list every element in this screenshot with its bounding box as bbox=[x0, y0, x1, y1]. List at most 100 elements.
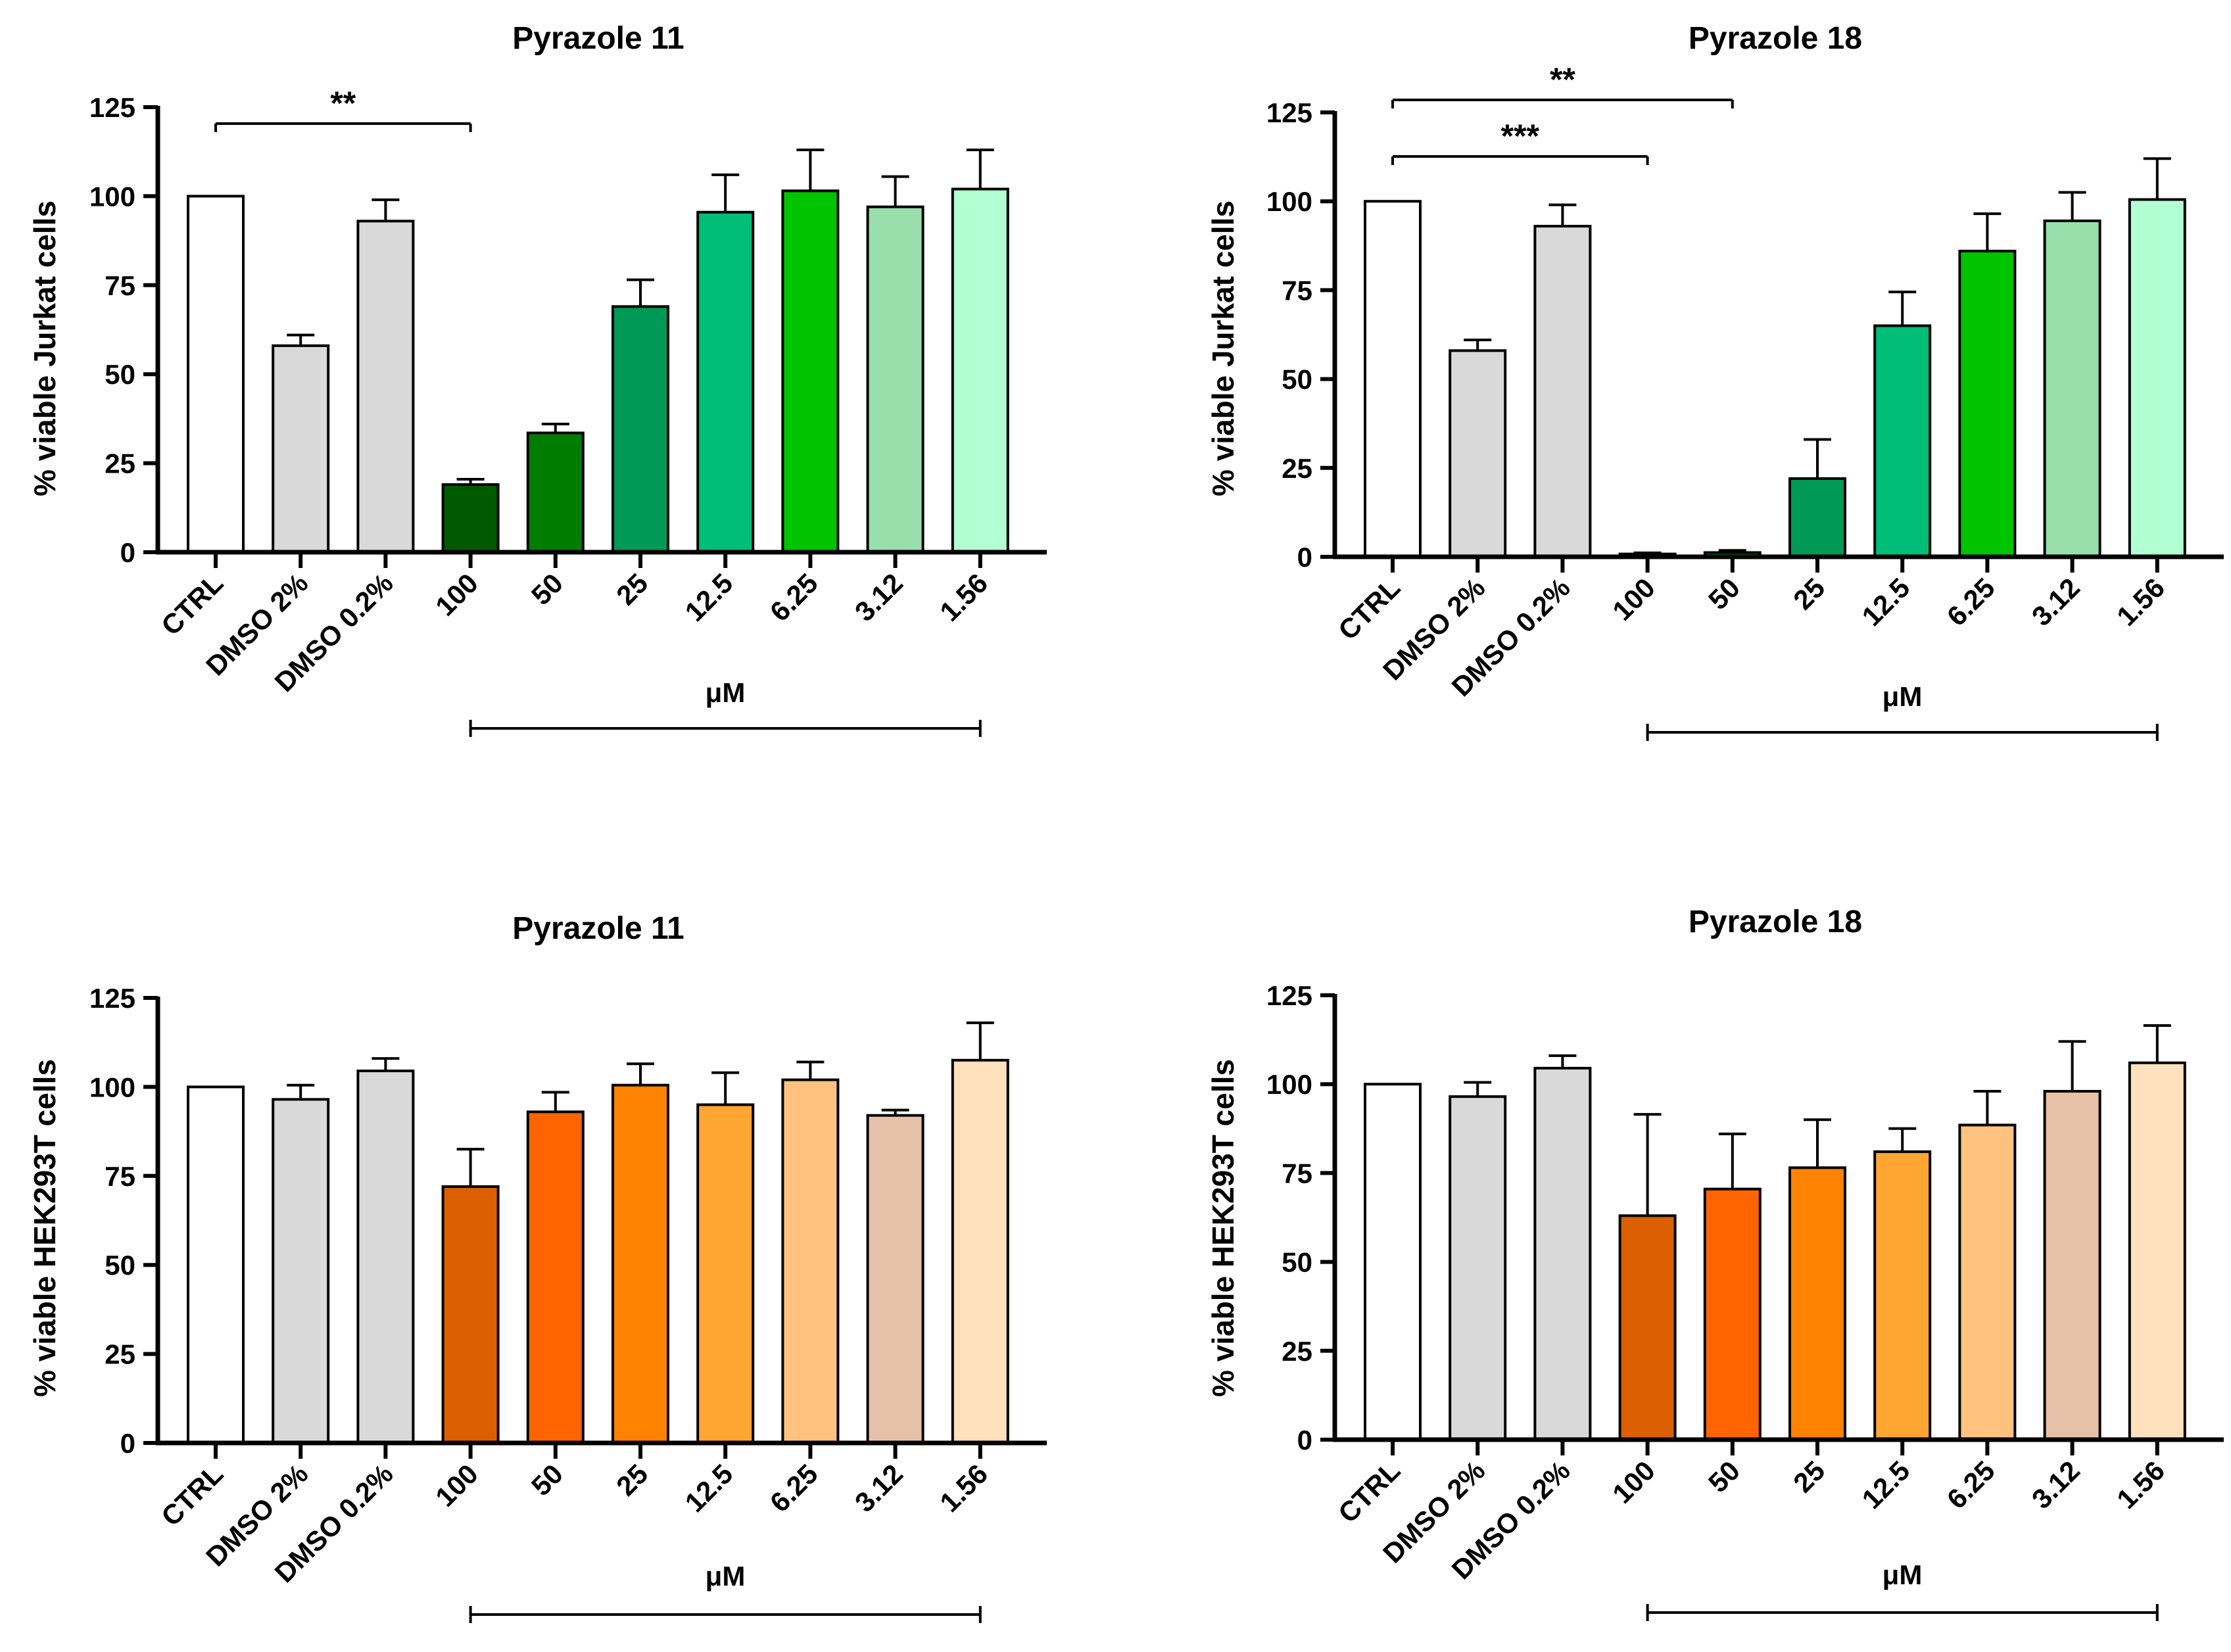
x-tick-label: CTRL bbox=[155, 567, 229, 641]
y-tick-label: 0 bbox=[1297, 542, 1312, 573]
y-tick-label: 100 bbox=[1266, 186, 1312, 217]
x-tick-label: 100 bbox=[429, 1458, 484, 1513]
bar-3-12 bbox=[866, 205, 924, 554]
y-tick-label: 75 bbox=[105, 1161, 135, 1192]
bar-dmso-2- bbox=[272, 1098, 330, 1444]
bar-ctrl bbox=[1364, 200, 1422, 558]
x-tick-label: 12.5 bbox=[1856, 572, 1916, 632]
y-tick-label: 100 bbox=[1266, 1069, 1312, 1100]
chart-title: Pyrazole 18 bbox=[1689, 21, 1862, 56]
y-tick-label: 50 bbox=[105, 1250, 135, 1281]
y-tick-label: 25 bbox=[105, 1339, 135, 1370]
x-unit-label: μM bbox=[1883, 1559, 1923, 1590]
significance-label: ** bbox=[1550, 61, 1575, 98]
bar-100 bbox=[441, 483, 500, 554]
bar-dmso-0-2- bbox=[1533, 225, 1592, 558]
bar-ctrl bbox=[187, 1085, 245, 1444]
bar-50 bbox=[1703, 1187, 1762, 1441]
y-tick-label: 0 bbox=[1297, 1425, 1312, 1455]
y-tick-label: 25 bbox=[1282, 453, 1312, 484]
x-tick-label: 6.25 bbox=[1941, 572, 2001, 632]
bar-25 bbox=[612, 305, 669, 554]
x-tick-label: CTRL bbox=[1332, 572, 1406, 646]
x-tick-label: 25 bbox=[1787, 572, 1831, 615]
x-tick-label: 1.56 bbox=[2111, 1455, 2171, 1515]
x-tick-label: 1.56 bbox=[934, 1458, 994, 1518]
bar-6-25 bbox=[1958, 1123, 2017, 1441]
bar-6-25 bbox=[781, 1078, 840, 1444]
y-axis-label: % viable HEK293T cells bbox=[28, 1059, 62, 1397]
x-tick-label: 50 bbox=[525, 567, 569, 611]
x-tick-label: 6.25 bbox=[764, 1458, 824, 1518]
y-tick-label: 100 bbox=[89, 1072, 135, 1102]
bar-12-5 bbox=[1873, 1150, 1932, 1442]
significance-label: ** bbox=[330, 85, 356, 122]
y-tick-label: 100 bbox=[89, 181, 135, 212]
chart-title: Pyrazole 11 bbox=[512, 21, 684, 56]
x-tick-label: 100 bbox=[1606, 572, 1661, 626]
y-tick-label: 75 bbox=[1282, 1158, 1312, 1189]
x-tick-label: 12.5 bbox=[679, 1458, 739, 1518]
panel-pyrazole-18-hek293t: Pyrazole 18 % viable HEK293T cells μM 0 2… bbox=[1206, 905, 2224, 1621]
chart-title: Pyrazole 18 bbox=[1689, 905, 1862, 939]
bar-6-25 bbox=[1958, 249, 2017, 558]
bar-50 bbox=[526, 1110, 585, 1444]
bar-100 bbox=[441, 1185, 500, 1444]
x-tick-label: 100 bbox=[429, 567, 484, 622]
bar-dmso-0-2- bbox=[356, 220, 415, 554]
bar-1-56 bbox=[2128, 198, 2186, 559]
x-tick-label: 12.5 bbox=[1856, 1455, 1916, 1515]
x-tick-label: 12.5 bbox=[679, 567, 739, 627]
x-tick-label: 50 bbox=[1702, 1455, 1746, 1498]
x-tick-label: 25 bbox=[610, 1458, 654, 1501]
x-unit-label: μM bbox=[706, 677, 746, 708]
y-tick-label: 125 bbox=[89, 983, 135, 1014]
y-axis-label: % viable Jurkat cells bbox=[1206, 201, 1240, 496]
bar-1-56 bbox=[951, 1058, 1009, 1444]
bar-25 bbox=[1788, 1166, 1846, 1441]
x-tick-label: 100 bbox=[1606, 1455, 1661, 1509]
bar-dmso-2- bbox=[272, 344, 330, 554]
x-unit-label: μM bbox=[1883, 681, 1923, 712]
bar-1-56 bbox=[2128, 1061, 2186, 1441]
bar-100 bbox=[1618, 1214, 1677, 1442]
bar-3-12 bbox=[2043, 1090, 2101, 1441]
y-tick-label: 75 bbox=[1282, 275, 1312, 306]
x-tick-label: 50 bbox=[1702, 572, 1746, 615]
panel-pyrazole-11-hek293t: Pyrazole 11 % viable HEK293T cells μM 0 2… bbox=[28, 911, 1047, 1623]
y-tick-label: 125 bbox=[1266, 97, 1312, 128]
significance-label: *** bbox=[1501, 118, 1540, 154]
x-tick-label: 6.25 bbox=[1941, 1455, 2001, 1515]
bar-3-12 bbox=[866, 1114, 924, 1445]
panel-pyrazole-18-jurkat: Pyrazole 18 % viable Jurkat cells μM 0 25… bbox=[1206, 21, 2224, 741]
bar-1-56 bbox=[951, 187, 1009, 554]
y-tick-label: 25 bbox=[1282, 1336, 1312, 1367]
bar-dmso-0-2- bbox=[356, 1070, 415, 1444]
y-tick-label: 0 bbox=[120, 537, 135, 568]
x-tick-label: CTRL bbox=[155, 1458, 229, 1532]
y-tick-label: 125 bbox=[1266, 980, 1312, 1011]
bar-ctrl bbox=[187, 195, 245, 554]
bar-6-25 bbox=[781, 189, 840, 554]
bar-12-5 bbox=[696, 210, 755, 554]
x-tick-label: 25 bbox=[610, 567, 654, 611]
chart-title: Pyrazole 11 bbox=[512, 911, 684, 946]
x-tick-label: 50 bbox=[525, 1458, 569, 1501]
x-tick-label: 3.12 bbox=[2026, 572, 2086, 632]
bar-dmso-2- bbox=[1449, 349, 1507, 558]
x-tick-label: 1.56 bbox=[2111, 572, 2171, 632]
bar-dmso-0-2- bbox=[1533, 1066, 1592, 1441]
y-tick-label: 25 bbox=[105, 448, 135, 479]
bar-25 bbox=[612, 1083, 669, 1444]
y-axis-label: % viable Jurkat cells bbox=[28, 201, 62, 496]
x-tick-label: CTRL bbox=[1332, 1455, 1406, 1528]
x-tick-label: 3.12 bbox=[849, 1458, 909, 1518]
bar-ctrl bbox=[1364, 1083, 1422, 1441]
x-tick-label: 25 bbox=[1787, 1455, 1831, 1498]
bar-50 bbox=[526, 431, 585, 554]
bar-25 bbox=[1788, 477, 1846, 558]
bar-dmso-2- bbox=[1449, 1095, 1507, 1442]
